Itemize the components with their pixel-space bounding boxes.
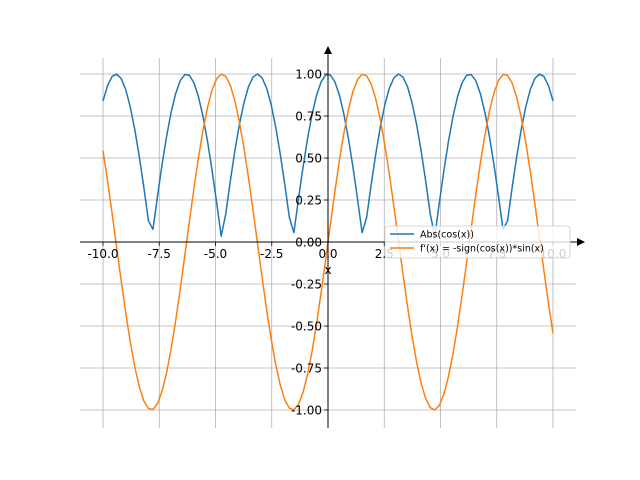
legend: Abs(cos(x)) f'(x) = -sign(cos(x))*sin(x): [384, 225, 571, 259]
y-tick-label: -0.50: [291, 320, 322, 334]
y-tick-label: 0.50: [295, 152, 322, 166]
legend-label-derivative: f'(x) = -sign(cos(x))*sin(x): [420, 244, 544, 255]
legend-frame: [384, 225, 571, 259]
x-axis-label: x: [324, 263, 331, 277]
x-tick-label: 0.0: [318, 247, 337, 261]
y-axis-arrow: [324, 46, 332, 54]
y-tick-label: -0.75: [291, 362, 322, 376]
y-tick-label: 1.00: [295, 68, 322, 82]
x-tick-label: -5.0: [204, 247, 227, 261]
x-tick-label: -7.5: [148, 247, 171, 261]
y-tick-label: 0.75: [295, 110, 322, 124]
legend-label-abs-cos: Abs(cos(x)): [420, 230, 474, 241]
x-tick-label: -10.0: [87, 247, 118, 261]
x-axis-arrow: [577, 238, 585, 246]
y-tick-label: 0.00: [295, 236, 322, 250]
y-tick-label: -1.00: [291, 404, 322, 418]
y-tick-label: -0.25: [291, 278, 322, 292]
x-tick-label: -2.5: [260, 247, 283, 261]
y-tick-label: 0.25: [295, 194, 322, 208]
